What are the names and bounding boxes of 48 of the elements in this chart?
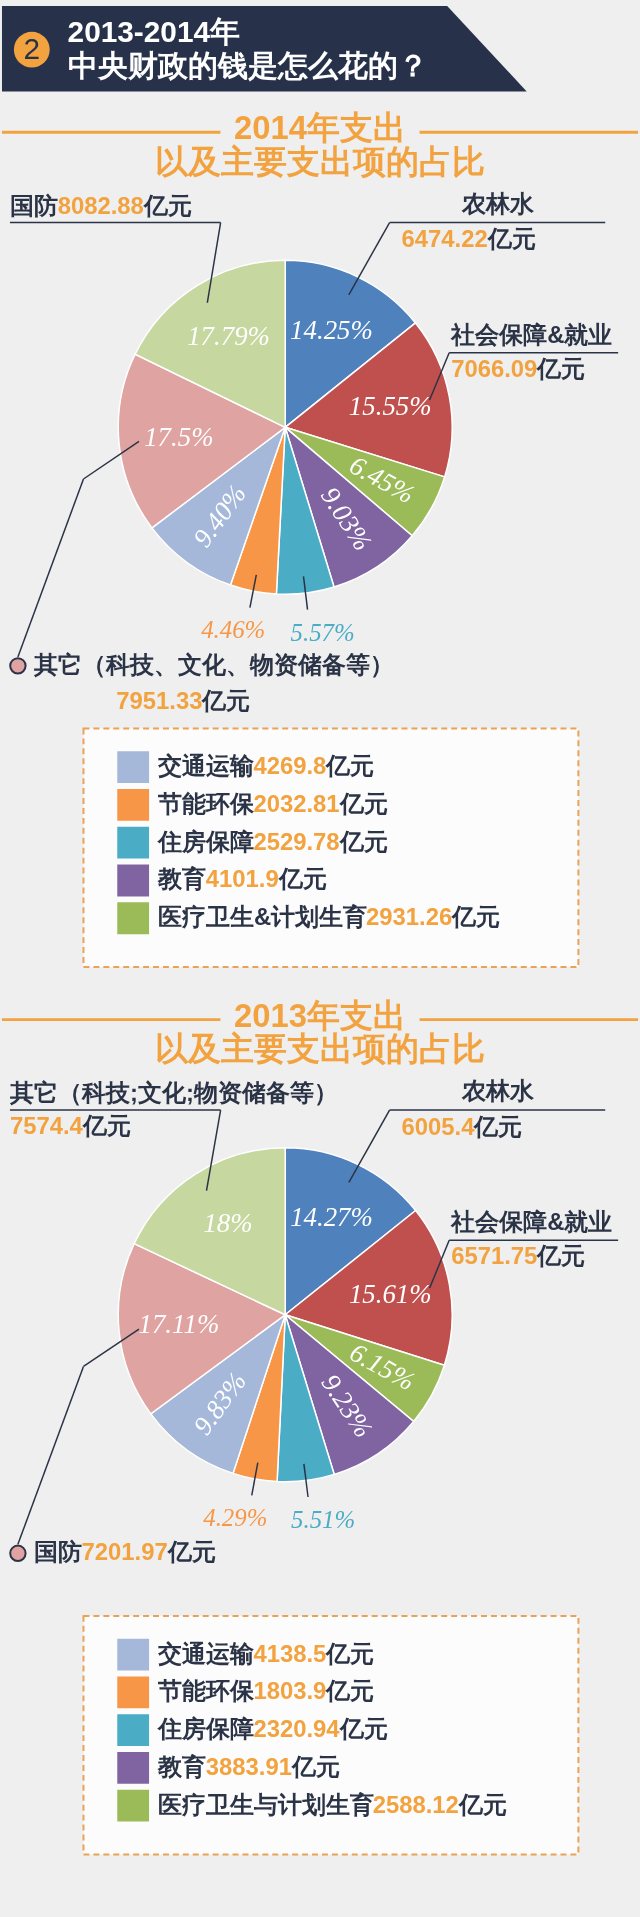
legend-label: 医疗卫生&计划生育 xyxy=(158,903,368,931)
slice-label: 国防 xyxy=(9,191,58,219)
text: 5.51% xyxy=(291,1506,356,1534)
legend-label: 教育 xyxy=(157,865,207,893)
data-label: 7574.4亿元 xyxy=(9,1111,131,1139)
data-label: 7066.09亿元 xyxy=(451,354,586,382)
text: 4.46% xyxy=(201,616,266,644)
text: 14.25% xyxy=(290,314,373,345)
text: 5.57% xyxy=(290,618,355,646)
text: 15.61% xyxy=(348,1279,432,1310)
data-label: 8082.88亿元 xyxy=(57,191,192,219)
data-label: 2032.81亿元 xyxy=(253,789,388,817)
legend-label: 住房保障 xyxy=(157,1715,255,1743)
slice-label: 农林水 xyxy=(460,189,535,217)
text: 17.79% xyxy=(187,320,270,351)
legend-label: 住房保障 xyxy=(157,827,255,855)
data-label: 6474.22亿元 xyxy=(401,225,536,253)
chart-title: 2013-2014年中央财政的钱是怎么花的？ xyxy=(67,14,428,82)
text: 2 xyxy=(23,31,41,65)
data-label: 4138.5亿元 xyxy=(253,1639,375,1667)
text: 14.27% xyxy=(290,1202,373,1233)
text: 15.55% xyxy=(348,391,432,422)
data-label: 4269.8亿元 xyxy=(253,752,375,780)
data-label: 7201.97亿元 xyxy=(81,1538,216,1566)
data-label: 1803.9亿元 xyxy=(253,1677,375,1705)
data-label: 4101.9亿元 xyxy=(205,865,327,893)
text: 17.11% xyxy=(138,1309,220,1340)
slice-label: 农林水 xyxy=(460,1077,535,1105)
text: 18% xyxy=(203,1208,253,1239)
data-label: 6005.4亿元 xyxy=(401,1112,523,1140)
legend-label: 医疗卫生与计划生育 xyxy=(158,1790,375,1818)
chart-title: 2013年支出以及主要支出项的占比 xyxy=(155,996,485,1068)
data-label: 2931.26亿元 xyxy=(366,903,501,931)
slice-label: 社会保障&就业 xyxy=(450,1208,613,1236)
text: 17.5% xyxy=(144,421,214,452)
legend-label: 教育 xyxy=(157,1752,207,1780)
chart-subtitle: 2014年支出以及主要支出项的占比 xyxy=(155,109,485,180)
data-label: 7951.33亿元 xyxy=(116,686,251,714)
data-label: 3883.91亿元 xyxy=(205,1752,340,1780)
legend-label: 节能环保 xyxy=(157,1677,256,1705)
data-label: 6571.75亿元 xyxy=(451,1242,586,1270)
slice-label: 社会保障&就业 xyxy=(450,320,613,348)
data-label: 2320.94亿元 xyxy=(253,1715,388,1743)
data-label: 2529.78亿元 xyxy=(253,827,388,855)
legend-label: 其它（科技、文化、物资储备等） xyxy=(32,650,394,678)
legend-label: 国防 xyxy=(33,1538,82,1566)
slice-label: 其它（科技;文化;物资储备等） xyxy=(8,1079,338,1107)
text: 4.29% xyxy=(203,1504,268,1532)
